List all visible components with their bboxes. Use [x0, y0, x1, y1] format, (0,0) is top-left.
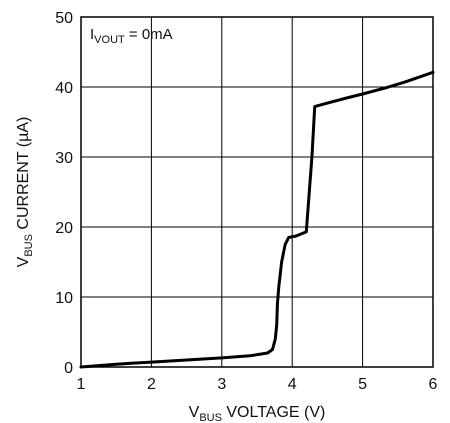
x-axis-title-subscript: BUS	[199, 412, 222, 423]
plot-frame	[80, 16, 434, 368]
y-axis-title: VBUS CURRENT (µA)	[15, 117, 35, 268]
y-tick-label: 50	[55, 10, 73, 27]
y-axis-title-subscript: BUS	[23, 234, 35, 257]
x-axis-title-main: V	[189, 404, 200, 421]
x-axis-title: VBUS VOLTAGE (V)	[189, 404, 326, 423]
annotation-rest: = 0mA	[125, 26, 173, 43]
y-tick-label: 40	[55, 80, 73, 97]
y-tick-labels: 0 10 20 30 40 50	[55, 10, 73, 377]
x-tick-label: 4	[288, 376, 297, 393]
x-tick-label: 3	[217, 376, 226, 393]
annotation-subscript: VOUT	[94, 34, 125, 46]
y-tick-label: 20	[55, 220, 73, 237]
annotation-main: I	[90, 26, 94, 43]
x-tick-label: 5	[358, 376, 367, 393]
x-axis-title-rest: VOLTAGE (V)	[222, 404, 325, 421]
x-tick-label: 6	[429, 376, 438, 393]
annotation-label: IVOUT = 0mA	[90, 26, 173, 46]
y-axis-title-rest: CURRENT (µA)	[15, 117, 32, 234]
series-layer	[79, 70, 435, 369]
x-tick-label: 2	[147, 376, 156, 393]
x-tick-label: 1	[77, 376, 86, 393]
y-tick-label: 30	[55, 150, 73, 167]
y-axis-title-main: V	[15, 256, 32, 267]
grid	[81, 17, 433, 367]
x-tick-labels: 1 2 3 4 5 6	[77, 376, 438, 393]
series-line-0	[79, 70, 435, 369]
y-tick-label: 0	[64, 360, 73, 377]
y-tick-label: 10	[55, 290, 73, 307]
